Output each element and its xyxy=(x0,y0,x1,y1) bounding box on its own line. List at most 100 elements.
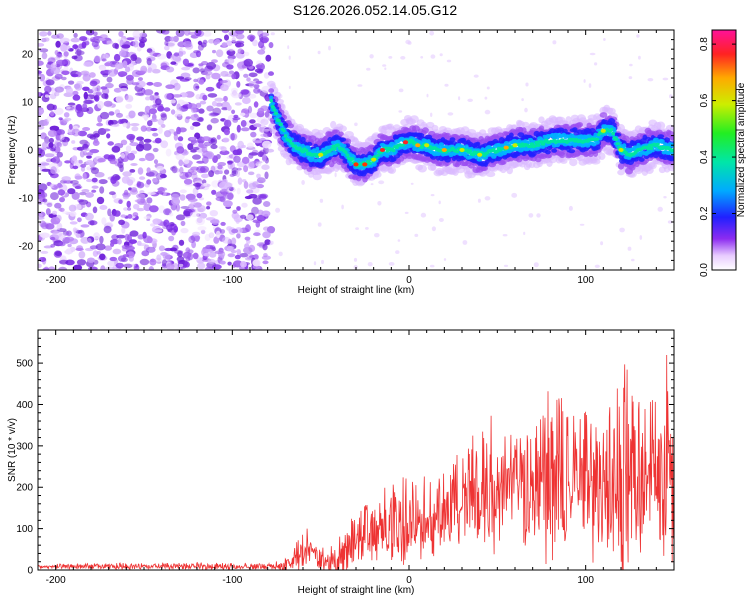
noise-blob xyxy=(179,166,184,174)
noise-blob xyxy=(261,32,270,37)
noise-blob xyxy=(236,233,241,239)
noise-speck xyxy=(521,98,524,102)
noise-speck xyxy=(458,96,461,101)
noise-blob xyxy=(112,42,119,49)
noise-blob xyxy=(248,153,254,159)
noise-blob xyxy=(44,85,52,94)
noise-speck xyxy=(438,218,444,222)
noise-blob xyxy=(80,166,86,172)
noise-blob xyxy=(116,234,126,239)
ridge-cyan xyxy=(313,158,319,163)
snr-x-tick-label: 0 xyxy=(406,575,412,586)
noise-blob xyxy=(215,102,223,107)
noise-blob xyxy=(187,143,194,151)
snr-x-tick-label: -100 xyxy=(222,575,242,586)
noise-blob xyxy=(244,243,250,250)
noise-blob xyxy=(89,149,100,154)
noise-blob xyxy=(246,252,254,260)
noise-blob xyxy=(231,92,242,99)
noise-blob xyxy=(200,229,206,235)
noise-blob xyxy=(86,236,95,243)
noise-blob xyxy=(241,89,251,98)
noise-blob xyxy=(210,112,220,116)
noise-blob xyxy=(93,232,100,240)
noise-blob xyxy=(218,170,223,174)
noise-blob xyxy=(237,177,243,185)
noise-blob xyxy=(45,79,55,86)
noise-blob xyxy=(153,82,163,87)
noise-blob xyxy=(164,40,169,46)
noise-blob xyxy=(71,128,81,137)
noise-blob xyxy=(165,84,175,89)
noise-blob xyxy=(156,165,165,171)
ridge-blue xyxy=(508,132,514,139)
noise-blob xyxy=(44,94,50,98)
noise-blob xyxy=(168,235,175,242)
noise-blob xyxy=(202,94,208,101)
noise-blob xyxy=(197,262,206,270)
ridge-purple xyxy=(332,129,340,135)
noise-blob xyxy=(210,144,218,150)
noise-blob xyxy=(210,117,219,124)
noise-blob xyxy=(252,39,258,47)
ridge-purple xyxy=(500,159,507,165)
ridge-blue xyxy=(545,150,551,155)
noise-blob xyxy=(46,115,52,123)
noise-blob xyxy=(196,193,203,199)
noise-blob xyxy=(128,110,136,119)
noise-blob xyxy=(235,42,245,48)
noise-blob xyxy=(70,37,80,43)
noise-blob xyxy=(43,266,49,270)
noise-blob xyxy=(264,239,271,246)
noise-blob xyxy=(109,119,118,125)
noise-blob xyxy=(68,80,75,85)
noise-blob xyxy=(228,187,234,192)
noise-blob xyxy=(206,201,212,206)
ridge-hotspot xyxy=(618,148,624,152)
noise-blob xyxy=(203,31,212,37)
noise-blob xyxy=(101,58,107,62)
noise-blob xyxy=(249,119,256,124)
ridge-cyan xyxy=(270,101,276,106)
noise-blob xyxy=(169,36,175,42)
noise-blob xyxy=(40,132,47,140)
noise-blob xyxy=(253,123,262,128)
noise-blob xyxy=(184,171,192,178)
noise-blob xyxy=(115,95,124,104)
noise-blob xyxy=(201,179,207,184)
noise-blob xyxy=(261,37,268,44)
noise-speck xyxy=(377,201,382,206)
ridge-core xyxy=(273,111,279,115)
noise-blob xyxy=(86,155,92,159)
noise-blob xyxy=(257,151,265,158)
noise-blob xyxy=(76,110,84,118)
ridge-hotspot xyxy=(415,143,421,148)
noise-speck xyxy=(667,220,673,224)
noise-blob xyxy=(168,212,174,217)
noise-blob xyxy=(96,251,101,255)
noise-blob xyxy=(263,72,270,79)
noise-blob xyxy=(217,164,223,170)
noise-blob xyxy=(261,210,271,217)
noise-blob xyxy=(262,260,269,265)
noise-blob xyxy=(102,73,109,78)
noise-blob xyxy=(177,136,184,142)
snr-y-axis-label: SNR (10 * v/v) xyxy=(7,418,18,482)
noise-blob xyxy=(138,41,145,48)
noise-blob xyxy=(227,253,235,258)
noise-blob xyxy=(59,84,65,90)
noise-blob xyxy=(118,199,123,204)
noise-blob xyxy=(224,169,230,175)
noise-blob xyxy=(184,77,192,81)
noise-blob xyxy=(170,99,176,104)
noise-blob xyxy=(240,214,247,219)
noise-blob xyxy=(108,111,115,116)
ridge-cyan xyxy=(342,144,347,148)
noise-blob xyxy=(70,156,78,165)
noise-blob xyxy=(233,114,239,118)
noise-blob xyxy=(235,30,244,35)
noise-blob xyxy=(96,196,105,205)
noise-blob xyxy=(116,112,123,118)
noise-blob xyxy=(236,249,241,254)
noise-blob xyxy=(94,171,105,178)
